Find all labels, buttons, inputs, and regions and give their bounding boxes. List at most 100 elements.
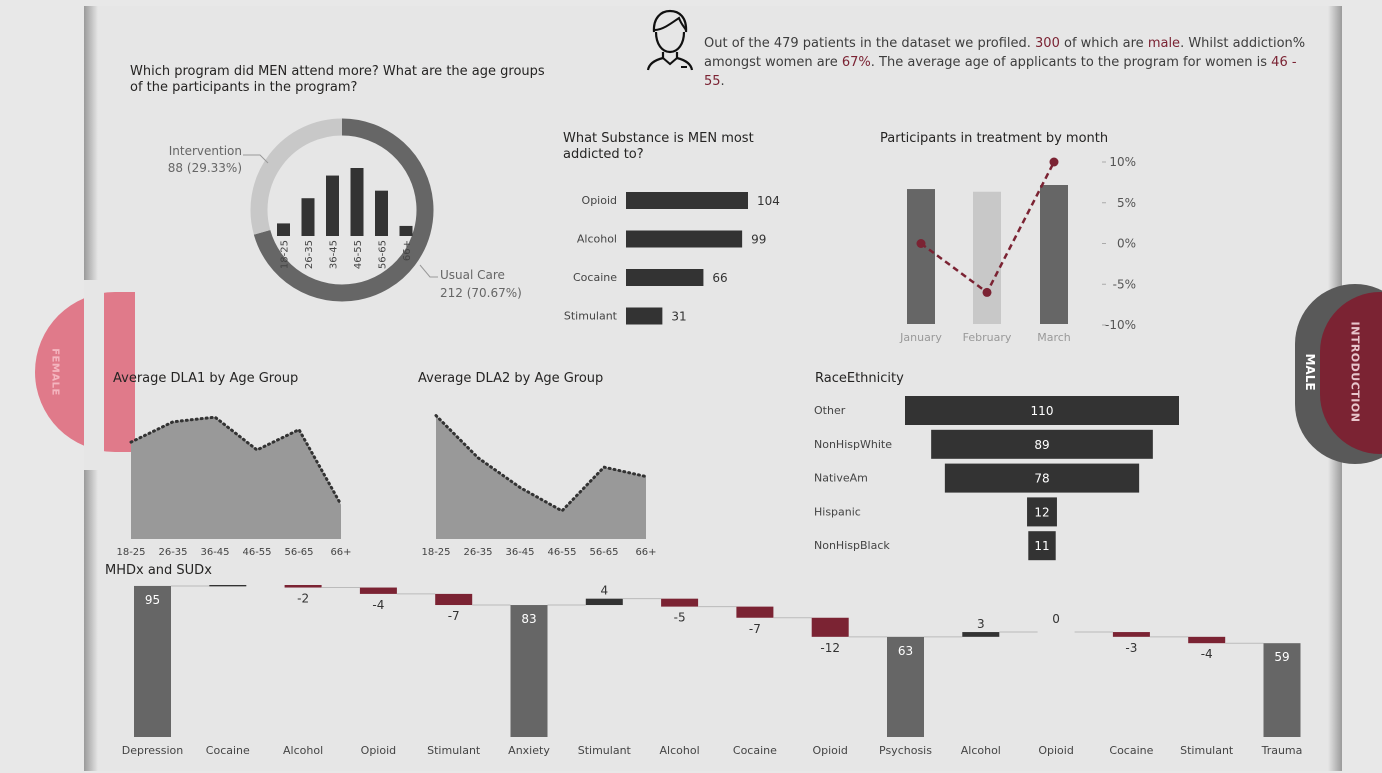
waterfall-tick-15: Trauma xyxy=(1261,744,1303,757)
age-bar-18-25 xyxy=(277,223,290,236)
race-label-hispanic: Hispanic xyxy=(814,505,861,518)
substance-bar-chart[interactable]: Opioid 104 Alcohol 99 Cocaine 66 Stimulant 31 xyxy=(540,180,800,330)
substance-bar-cocaine xyxy=(626,269,704,286)
mhdx-waterfall-chart[interactable]: 95Depression1Cocaine-2Alcohol-4Opioid-7S… xyxy=(100,585,1320,765)
donut-slice-usual-care xyxy=(253,118,434,302)
race-label-other: Other xyxy=(814,404,846,417)
donut-slice-intervention xyxy=(250,118,343,235)
race-bar-other xyxy=(905,396,1179,425)
waterfall-tick-11: Alcohol xyxy=(961,744,1001,757)
waterfall-value-7: -5 xyxy=(674,611,686,625)
age-bar-36-45 xyxy=(326,175,339,236)
y2-tick-label: 5% xyxy=(1117,196,1136,210)
waterfall-value-10: 63 xyxy=(898,644,913,658)
tab-cover xyxy=(84,280,104,470)
dla1-tick-46-55: 46-55 xyxy=(242,547,271,558)
dla2-chart-title: Average DLA2 by Age Group xyxy=(418,371,604,386)
waterfall-bar-0 xyxy=(134,585,171,737)
waterfall-bar-4 xyxy=(435,593,473,606)
waterfall-value-12: 0 xyxy=(1052,612,1060,626)
waterfall-bar-10 xyxy=(887,636,924,737)
female-tab-label: FEMALE xyxy=(49,348,61,396)
waterfall-value-6: 4 xyxy=(600,585,608,598)
y2-tick-label: 0% xyxy=(1117,237,1136,251)
waterfall-tick-0: Depression xyxy=(122,744,184,757)
substance-value-opioid: 104 xyxy=(757,194,780,208)
dla2-dotted-line xyxy=(434,414,648,513)
intervention-label: Intervention xyxy=(169,144,242,158)
male-tab-label: MALE xyxy=(1303,353,1317,391)
dla2-tick-56-65: 56-65 xyxy=(589,547,618,558)
waterfall-bar-6 xyxy=(585,598,623,606)
waterfall-tick-10: Psychosis xyxy=(879,744,932,757)
dla2-tick-66+: 66+ xyxy=(635,547,656,558)
waterfall-value-4: -7 xyxy=(448,609,460,623)
waterfall-tick-13: Cocaine xyxy=(1109,744,1153,757)
program-chart-title: Which program did MEN attend more? What … xyxy=(130,64,545,95)
dla1-dotted-line xyxy=(129,415,343,507)
waterfall-bar-14 xyxy=(1188,636,1226,644)
dla1-tick-18-25: 18-25 xyxy=(116,547,145,558)
waterfall-tick-12: Opioid xyxy=(1038,744,1073,757)
waterfall-bar-5 xyxy=(510,605,548,737)
dla1-area-fill xyxy=(131,417,341,539)
month-chart-title: Participants in treatment by month xyxy=(880,131,1109,146)
dla2-tick-26-35: 26-35 xyxy=(463,547,492,558)
race-value-hispanic: 12 xyxy=(1034,505,1049,519)
usual-care-label: Usual Care xyxy=(440,268,505,282)
race-bar-nonhispblack xyxy=(1028,531,1056,561)
dla2-tick-36-45: 36-45 xyxy=(505,547,534,558)
dla2-area-fill xyxy=(436,415,646,539)
waterfall-bar-11 xyxy=(962,632,1000,637)
waterfall-tick-1: Cocaine xyxy=(206,744,250,757)
race-label-nonhispwhite: NonHispWhite xyxy=(814,438,892,451)
month-bar-february xyxy=(973,191,1001,324)
race-label-nativeam: NativeAm xyxy=(814,472,868,485)
substance-label-opioid: Opioid xyxy=(582,194,617,207)
race-funnel-chart[interactable]: Other 110 NonHispWhite 89 NativeAm 78 Hispanic… xyxy=(805,392,1195,567)
waterfall-tick-6: Stimulant xyxy=(578,744,632,757)
dla1-tick-26-35: 26-35 xyxy=(158,547,187,558)
dla1-tick-36-45: 36-45 xyxy=(200,547,229,558)
age-tick-26-35: 26-35 xyxy=(304,240,315,269)
age-bar-66+ xyxy=(399,225,413,236)
y2-tick-label: -5% xyxy=(1113,277,1136,291)
waterfall-tick-8: Cocaine xyxy=(733,744,777,757)
waterfall-bar-1 xyxy=(209,585,247,587)
waterfall-value-13: -3 xyxy=(1125,641,1137,655)
month-combo-chart[interactable]: January February March 10% 5% 0% -5% -10% xyxy=(880,150,1150,350)
month-tick-february: February xyxy=(963,331,1012,344)
dla2-area-chart[interactable]: 18-25 26-35 36-45 46-55 56-65 66+ xyxy=(415,395,665,565)
dla1-tick-56-65: 56-65 xyxy=(284,547,313,558)
age-tick-18-25: 18-25 xyxy=(280,240,291,269)
male-person-icon xyxy=(646,9,694,71)
age-tick-66+: 66+ xyxy=(402,240,413,261)
waterfall-chart-title: MHDx and SUDx xyxy=(105,563,212,578)
month-tick-march: March xyxy=(1037,331,1071,344)
substance-chart-title: What Substance is MEN most addicted to? xyxy=(563,131,754,162)
intervention-leader-line xyxy=(243,154,269,164)
substance-value-stimulant: 31 xyxy=(671,310,686,324)
waterfall-bar-13 xyxy=(1112,632,1150,637)
growth-point-january xyxy=(916,239,926,248)
dla1-area-chart[interactable]: 18-25 26-35 36-45 46-55 56-65 66+ xyxy=(110,395,360,565)
waterfall-value-3: -4 xyxy=(372,598,384,612)
race-value-nativeam: 78 xyxy=(1034,472,1049,486)
month-tick-january: January xyxy=(899,331,942,344)
usual-care-value: 212 (70.67%) xyxy=(440,286,522,300)
waterfall-tick-4: Stimulant xyxy=(427,744,481,757)
race-bar-nonhispwhite xyxy=(931,429,1153,459)
waterfall-bar-3 xyxy=(359,587,397,594)
program-donut-chart[interactable]: Intervention 88 (29.33%) Usual Care 212 (70… xyxy=(150,110,550,330)
waterfall-value-11: 3 xyxy=(977,617,985,631)
waterfall-value-0: 95 xyxy=(145,593,160,607)
y2-tick-label: 10% xyxy=(1109,155,1136,169)
race-value-nonhispwhite: 89 xyxy=(1034,438,1049,452)
month-bar-march xyxy=(1040,185,1068,324)
age-tick-36-45: 36-45 xyxy=(329,240,340,269)
introduction-page-tab[interactable] xyxy=(1320,292,1382,454)
race-label-nonhispblack: NonHispBlack xyxy=(814,539,890,552)
race-value-nonhispblack: 11 xyxy=(1034,539,1049,553)
age-tick-46-55: 46-55 xyxy=(353,240,364,269)
waterfall-value-5: 83 xyxy=(521,612,536,626)
